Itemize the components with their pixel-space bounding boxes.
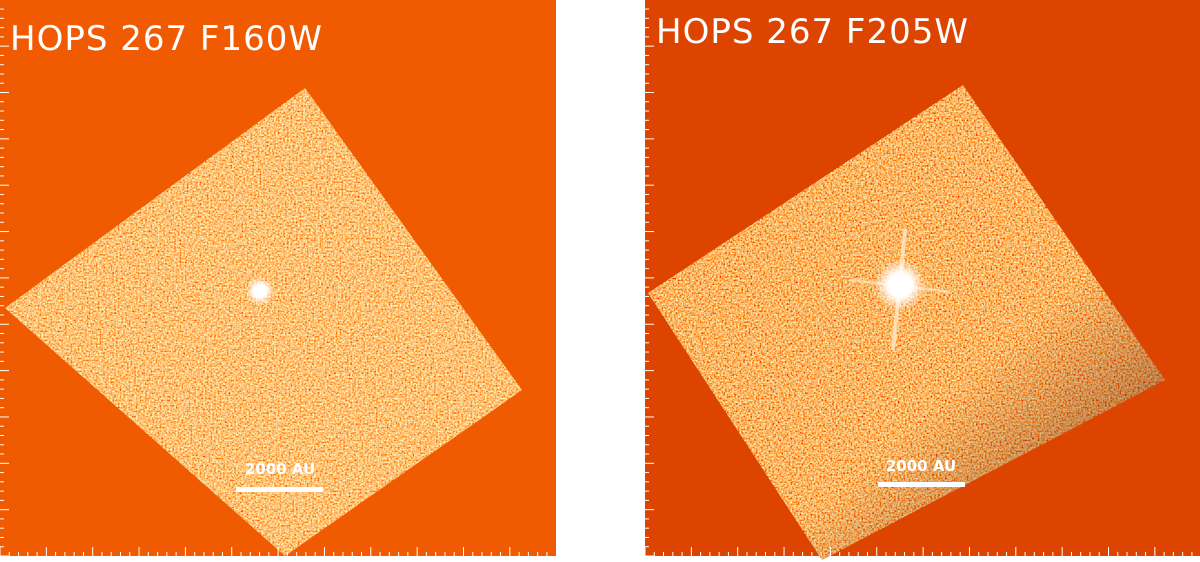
panel-label: HOPS 267 F205W	[656, 12, 969, 52]
panel-label: HOPS 267 F160W	[10, 19, 323, 59]
scale-bar	[236, 487, 323, 492]
star	[246, 277, 274, 305]
scale-bar	[878, 482, 965, 487]
star	[849, 229, 951, 351]
panel-f205w: HOPS 267 F205W 2000 AU	[644, 0, 1200, 560]
scale-bar-label: 2000 AU	[886, 457, 956, 475]
scale-bar-label: 2000 AU	[245, 460, 315, 478]
ticks	[644, 8, 1193, 557]
panel-f160w: HOPS 267 F160W 2000 AU	[0, 0, 556, 557]
ticks	[0, 8, 548, 557]
